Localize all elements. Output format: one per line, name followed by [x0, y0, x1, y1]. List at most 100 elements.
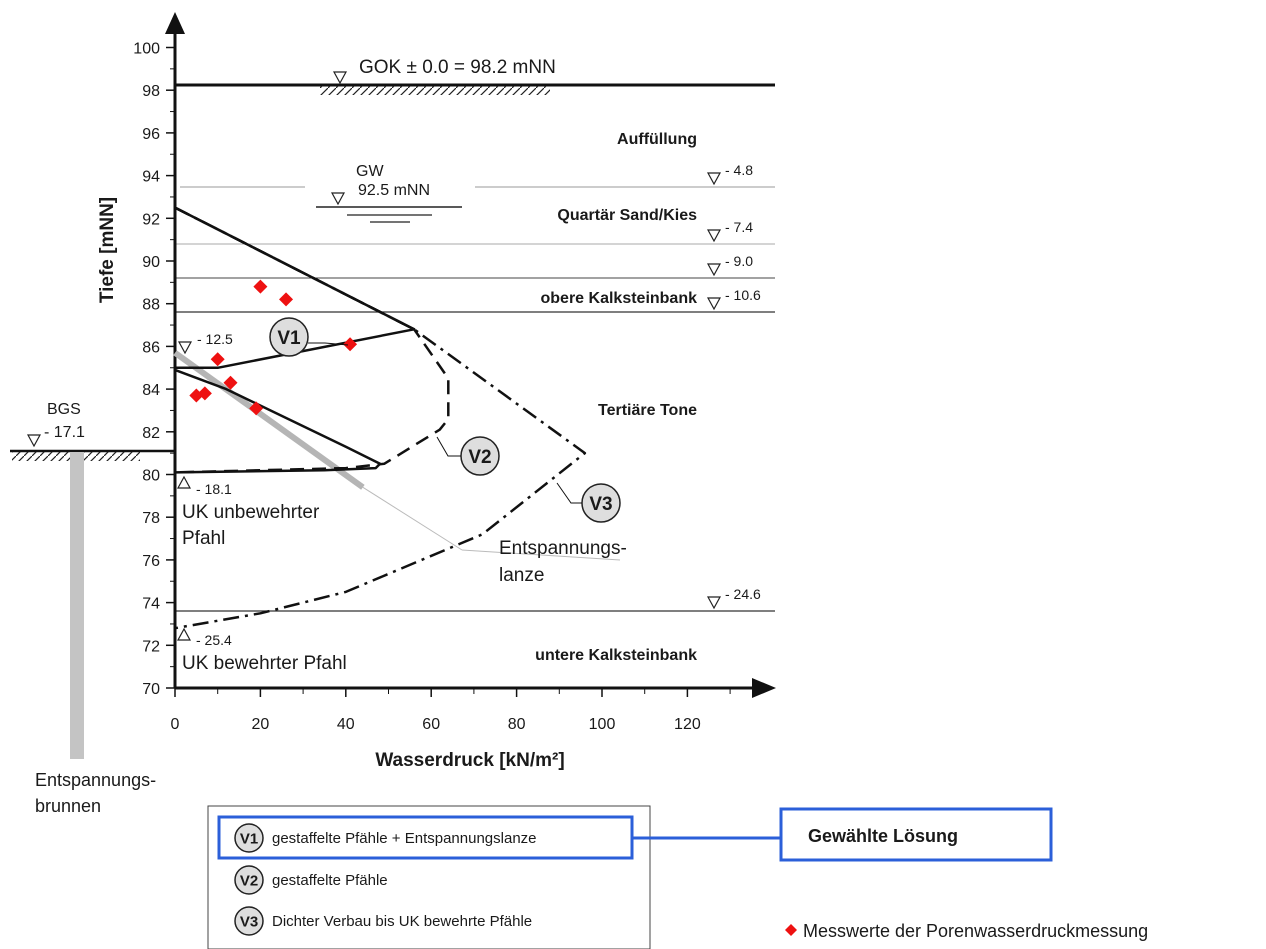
- x-tick-label: 20: [252, 716, 270, 733]
- gok-marker: [332, 71, 348, 85]
- well-label-2: brunnen: [35, 796, 101, 816]
- uk-bewehrt-marker: [176, 627, 192, 641]
- badge-label: V2: [240, 872, 258, 889]
- legend-label: gestaffelte Pfähle + Entspannungslanze: [272, 830, 537, 847]
- y-tick-label: 92: [142, 211, 160, 228]
- layer-boundaries: [175, 186, 775, 612]
- measurement-point: [249, 401, 264, 416]
- gw-label: GW: [356, 163, 384, 180]
- layer-level-marker: [706, 297, 722, 311]
- uk-unbewehrt-label: UK unbewehrter: [182, 502, 320, 523]
- uk-unbewehrt-label-2: Pfahl: [182, 528, 225, 549]
- badge-label: V2: [468, 447, 491, 468]
- uk-unbewehrt-level: - 18.1: [196, 481, 232, 497]
- uk-bewehrt-label: UK bewehrter Pfahl: [182, 653, 347, 674]
- relief-lance-bar: [173, 350, 365, 490]
- measurement-point: [197, 386, 212, 401]
- layer-level-marker: [706, 263, 722, 277]
- relief-well: [70, 452, 84, 759]
- layer-level-label: - 10.6: [725, 287, 761, 303]
- layer-level-marker: [706, 172, 722, 186]
- measurement-point: [343, 337, 358, 352]
- bgs-level: - 17.1: [44, 424, 85, 441]
- y-tick-label: 96: [142, 126, 160, 143]
- badge-label: V3: [589, 494, 612, 515]
- annotations: V1 V2 V3 GOK ± 0.0 = 98.2 mNN GW 92.5 mNN Auff…: [26, 57, 761, 816]
- badge-label: V1: [277, 328, 301, 349]
- y-tick-label: 82: [142, 425, 160, 442]
- x-tick-label: 80: [508, 716, 526, 733]
- measurement-legend-label: Messwerte der Porenwasserdruckmessung: [803, 921, 1148, 941]
- badge-circle: [234, 865, 264, 895]
- uk-unbewehrt-marker: [176, 475, 192, 489]
- relief-lance-leader: [461, 549, 621, 561]
- gw-level: 92.5 mNN: [358, 182, 430, 199]
- y-tick-label: 80: [142, 468, 160, 485]
- legend-box: [207, 805, 651, 949]
- x-tick-label: 0: [171, 716, 180, 733]
- x-axis-arrow: [752, 678, 776, 698]
- measurement-point: [223, 375, 238, 390]
- x-tick-label: 100: [589, 716, 616, 733]
- y-tick-label: 84: [142, 382, 160, 399]
- y-tick-label: 90: [142, 254, 160, 271]
- legend: Gewählte Lösung V1 gestaffelte Pfähle + En…: [207, 805, 1148, 949]
- measurement-points: [189, 279, 358, 416]
- layer-label: untere Kalksteinbank: [535, 647, 697, 664]
- layer-level-label: - 9.0: [725, 253, 753, 269]
- layer-level-label: - 4.8: [725, 162, 753, 178]
- layer-level-label: - 24.6: [725, 586, 761, 602]
- badge-circle: [269, 317, 309, 357]
- badge-circle: [234, 823, 264, 853]
- y-tick-label: 72: [142, 638, 160, 655]
- lance-top-marker: [177, 341, 193, 355]
- v3-leader: [556, 482, 582, 504]
- x-tick-label: 40: [337, 716, 355, 733]
- badge-circle: [234, 906, 264, 936]
- ground-surfaces: [10, 83, 775, 759]
- uk-bewehrt-level: - 25.4: [196, 632, 232, 648]
- axes: 100 98 96 94 92 90 88 86 84 82 80 78 76 74 72 70 0 20 40 60…: [97, 12, 776, 771]
- relief-lance-leader: [362, 486, 463, 551]
- legend-label: Dichter Verbau bis UK bewehrte Pfähle: [272, 913, 532, 930]
- badge-label: V1: [240, 830, 258, 847]
- v1-leader: [308, 342, 349, 346]
- chosen-solution-label: Gewählte Lösung: [808, 826, 958, 846]
- series-v2-line: [174, 206, 450, 474]
- measurement-point: [210, 352, 225, 367]
- y-tick-label: 100: [133, 41, 160, 58]
- y-axis-arrow: [165, 12, 185, 34]
- bgs-label: BGS: [47, 401, 81, 418]
- y-tick-label: 78: [142, 510, 160, 527]
- legend-label: gestaffelte Pfähle: [272, 872, 388, 889]
- y-tick-label: 74: [142, 596, 160, 613]
- series-v3-line: [174, 206, 587, 630]
- x-tick-label: 120: [674, 716, 701, 733]
- lance-top-level: - 12.5: [197, 331, 233, 347]
- x-tick-label: 60: [422, 716, 440, 733]
- gok-label: GOK ± 0.0 = 98.2 mNN: [359, 57, 556, 78]
- y-tick-label: 94: [142, 169, 160, 186]
- layer-label: obere Kalksteinbank: [541, 290, 698, 307]
- y-tick-label: 88: [142, 297, 160, 314]
- measurement-point: [279, 292, 294, 307]
- layer-label: Auffüllung: [617, 131, 697, 148]
- v2-leader: [436, 436, 461, 457]
- y-axis-title: Tiefe [mNN]: [97, 197, 118, 303]
- x-axis-title: Wasserdruck [kN/m²]: [375, 750, 564, 771]
- layer-label: Quartär Sand/Kies: [557, 207, 697, 224]
- relief-lance: [173, 350, 621, 561]
- y-tick-label: 98: [142, 83, 160, 100]
- lance-label: Entspannungs-: [499, 538, 627, 559]
- y-tick-label: 76: [142, 553, 160, 570]
- lance-label-2: lanze: [499, 565, 544, 586]
- measurement-point: [253, 279, 268, 294]
- measurement-legend-marker: [785, 924, 797, 936]
- badge-label: V3: [240, 913, 258, 930]
- layer-level-marker: [706, 229, 722, 243]
- well-label: Entspannungs-: [35, 770, 156, 790]
- chosen-solution-box: [779, 807, 1053, 862]
- ground-hatch: [320, 86, 550, 95]
- layer-level-marker: [706, 596, 722, 610]
